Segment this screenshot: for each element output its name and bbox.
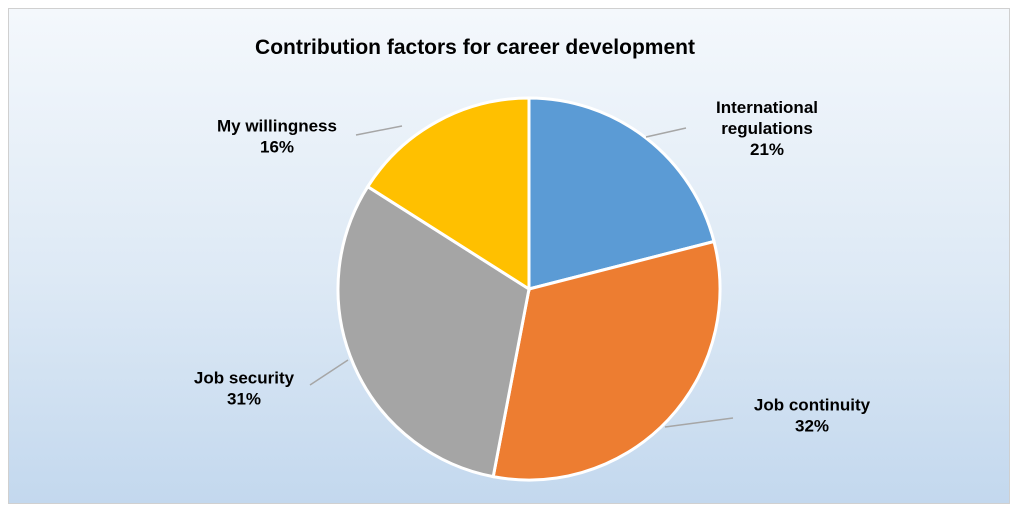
data-label-job-continuity: Job continuity 32% [754, 396, 871, 436]
data-label-percent-job-continuity: 32% [795, 417, 829, 436]
data-labels: International regulations 21% Job continuit… [194, 98, 871, 436]
pie-slice-my-willingness [365, 96, 531, 292]
data-label-category-international-regulations: regulations [721, 119, 813, 138]
leader-line-international-regulations [645, 127, 687, 138]
leader-line-job-security [309, 359, 349, 386]
data-label-percent-job-security: 31% [227, 390, 261, 409]
leader-line-my-willingness [355, 125, 403, 136]
data-label-job-security: Job security 31% [194, 369, 295, 409]
data-label-international-regulations: International regulations 21% [716, 98, 818, 159]
data-label-percent-international-regulations: 21% [750, 140, 784, 159]
leader-line-job-continuity [664, 417, 734, 428]
data-label-category-job-security: Job security [194, 369, 295, 388]
data-label-category-job-continuity: Job continuity [754, 396, 871, 415]
pie-slice-international-regulations [527, 96, 716, 291]
pie-slice-job-continuity [491, 239, 722, 482]
pie-slices [336, 96, 722, 482]
data-label-my-willingness: My willingness 16% [217, 117, 337, 157]
data-label-percent-my-willingness: 16% [260, 138, 294, 157]
data-label-category-international-regulations: International [716, 98, 818, 117]
leader-lines [309, 125, 734, 428]
data-label-category-my-willingness: My willingness [217, 117, 337, 136]
chart-title: Contribution factors for career developm… [255, 36, 695, 59]
